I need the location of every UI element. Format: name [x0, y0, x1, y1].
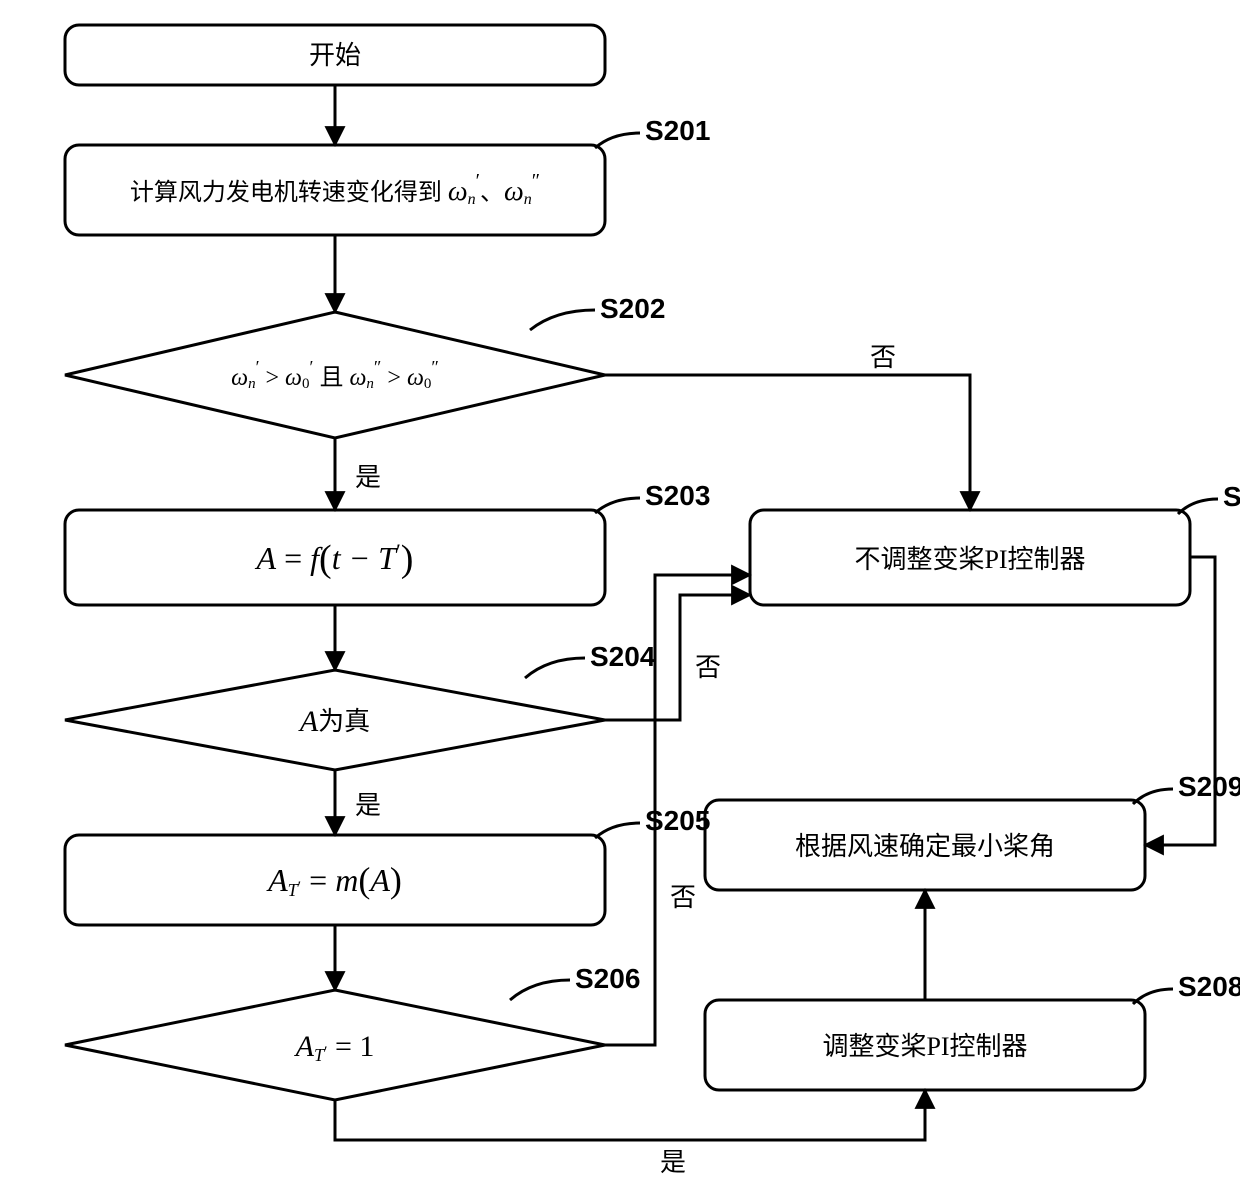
- label-s206-yes: 是: [660, 1148, 686, 1177]
- step-label-s205: S205: [595, 805, 710, 838]
- label-s206-no: 否: [670, 883, 696, 912]
- step-label-s208: S208: [1133, 971, 1240, 1004]
- node-s206: AT′ = 1: [65, 990, 605, 1100]
- label-s202-yes: 是: [355, 463, 381, 492]
- svg-text:S209: S209: [1178, 771, 1240, 802]
- svg-text:S203: S203: [645, 480, 710, 511]
- svg-text:根据风速确定最小桨角: 根据风速确定最小桨角: [795, 832, 1055, 861]
- node-s207: 不调整变桨PI控制器: [750, 510, 1190, 605]
- svg-text:S202: S202: [600, 293, 665, 324]
- svg-text:不调整变桨PI控制器: 不调整变桨PI控制器: [854, 545, 1085, 574]
- edge-s206-yes: [335, 1090, 925, 1140]
- node-start: 开始: [65, 25, 605, 85]
- svg-text:AT′ = 1: AT′ = 1: [294, 1030, 375, 1065]
- step-label-s204: S204: [525, 641, 656, 678]
- svg-text:开始: 开始: [309, 41, 361, 70]
- node-s202: ωn′ > ω0′ 且 ωn″ > ω0″: [65, 312, 605, 438]
- step-label-s202: S202: [530, 293, 665, 330]
- step-label-s207: S207: [1178, 481, 1240, 514]
- node-s203: A = f(t − T′): [65, 510, 605, 605]
- svg-text:A = f(t − T′): A = f(t − T′): [255, 538, 414, 580]
- step-label-s201: S201: [595, 115, 710, 148]
- node-s204: A为真: [65, 670, 605, 770]
- step-label-s206: S206: [510, 963, 640, 1000]
- label-s204-no: 否: [695, 653, 721, 682]
- svg-text:S205: S205: [645, 805, 710, 836]
- node-s208: 调整变桨PI控制器: [705, 1000, 1145, 1090]
- node-s209: 根据风速确定最小桨角: [705, 800, 1145, 890]
- label-s204-yes: 是: [355, 791, 381, 820]
- svg-text:S208: S208: [1178, 971, 1240, 1002]
- svg-text:AT′ = m(A): AT′ = m(A): [266, 860, 402, 900]
- step-label-s209: S209: [1133, 771, 1240, 804]
- node-s201: 计算风力发电机转速变化得到 ωn′、ωn″: [65, 145, 605, 235]
- step-label-s203: S203: [595, 480, 710, 513]
- svg-text:调整变桨PI控制器: 调整变桨PI控制器: [822, 1032, 1027, 1061]
- node-s205: AT′ = m(A): [65, 835, 605, 925]
- svg-text:S207: S207: [1223, 481, 1240, 512]
- svg-text:S206: S206: [575, 963, 640, 994]
- flowchart-canvas: 开始 计算风力发电机转速变化得到 ωn′、ωn″ A = f(t − T′) A…: [0, 0, 1240, 1188]
- label-s202-no: 否: [870, 343, 896, 372]
- svg-text:S201: S201: [645, 115, 710, 146]
- svg-text:A为真: A为真: [298, 705, 370, 738]
- svg-text:S204: S204: [590, 641, 656, 672]
